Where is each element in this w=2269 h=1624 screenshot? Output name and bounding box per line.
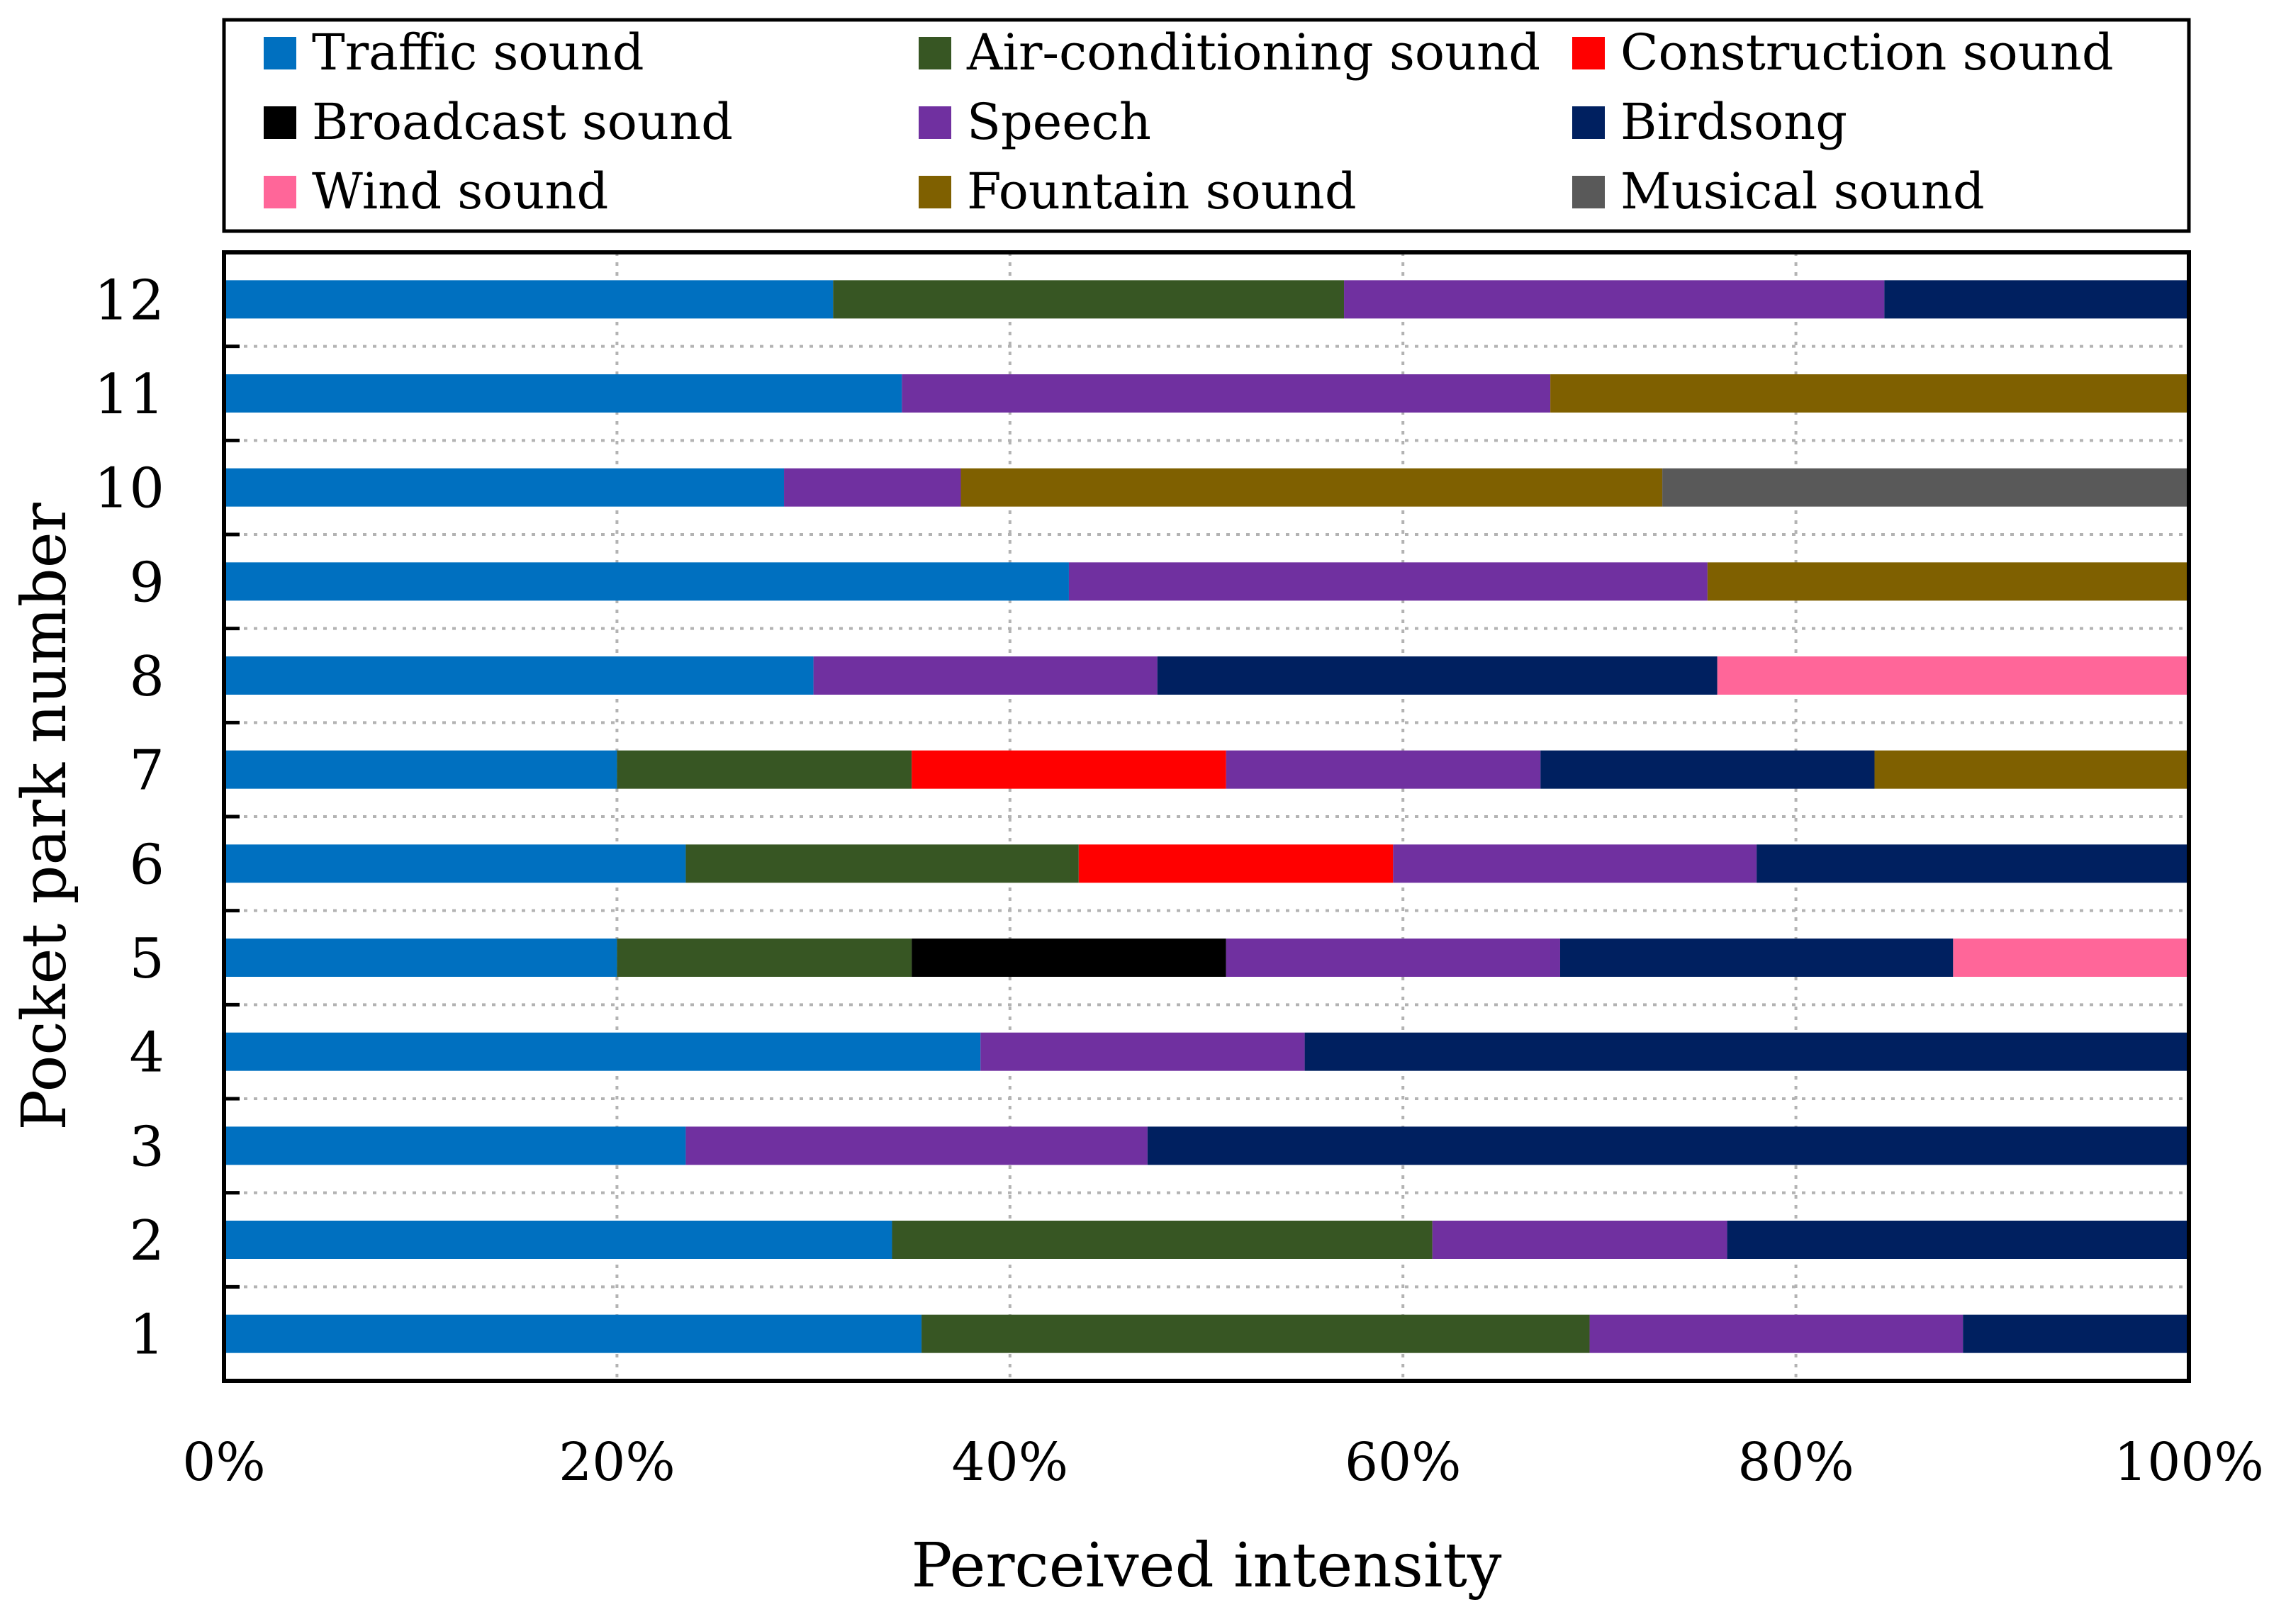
bar-segment-park-10-fountain-sound (960, 468, 1663, 507)
bar-segment-park-3-traffic-sound (224, 1126, 686, 1165)
bar-segment-park-4-traffic-sound (224, 1032, 981, 1071)
legend: Traffic sound Air-conditioning sound Const… (264, 23, 2114, 220)
bar-segment-park-2-traffic-sound (224, 1221, 892, 1259)
y-tick-label: 3 (129, 1115, 164, 1179)
bar-segment-park-6-air-conditioning-sound (685, 844, 1079, 883)
bar-segment-park-7-speech (1226, 750, 1541, 789)
bar-segment-park-6-traffic-sound (224, 844, 686, 883)
x-axis-tick-labels: 0% 20% 40% 60% 80% 100% (182, 1432, 2263, 1493)
bar-segment-park-7-construction-sound (912, 750, 1226, 789)
y-tick-label: 8 (129, 645, 164, 709)
legend-swatch (264, 106, 296, 139)
x-tick-label: 0% (182, 1432, 265, 1493)
bar-segment-park-10-speech (784, 468, 961, 507)
y-tick-label: 12 (94, 269, 164, 332)
legend-label: Speech (967, 93, 1151, 151)
y-tick-label: 5 (129, 927, 164, 991)
bar-segment-park-12-traffic-sound (224, 280, 834, 319)
bar-segment-park-8-traffic-sound (224, 656, 814, 695)
bar-segment-park-5-air-conditioning-sound (617, 939, 912, 977)
bar-segment-park-6-speech (1393, 844, 1757, 883)
bar-segment-park-5-speech (1226, 939, 1560, 977)
legend-swatch (919, 37, 951, 69)
grid-lines (224, 252, 2189, 1381)
y-tick-label: 7 (129, 739, 164, 803)
legend-label: Wind sound (312, 162, 608, 220)
legend-label: Musical sound (1620, 162, 1985, 220)
bar-segment-park-8-wind-sound (1717, 656, 2189, 695)
legend-swatch (919, 106, 951, 139)
legend-label: Broadcast sound (312, 93, 733, 151)
bar-segment-park-11-fountain-sound (1550, 374, 2189, 413)
bar-segment-park-10-traffic-sound (224, 468, 785, 507)
bar-segment-park-1-birdsong (1963, 1314, 2189, 1353)
bar-segment-park-11-traffic-sound (224, 374, 902, 413)
y-tick-label: 2 (129, 1209, 164, 1273)
legend-label: Air-conditioning sound (966, 23, 1540, 82)
x-tick-label: 80% (1737, 1432, 1854, 1493)
bar-segment-park-1-speech (1589, 1314, 1963, 1353)
bar-segment-park-12-air-conditioning-sound (833, 280, 1345, 319)
legend-swatch (1572, 176, 1605, 208)
bar-segment-park-7-fountain-sound (1874, 750, 2189, 789)
legend-label: Fountain sound (967, 162, 1357, 220)
y-tick-label: 6 (129, 833, 164, 897)
legend-swatch (264, 176, 296, 208)
bar-segment-park-9-speech (1068, 562, 1708, 601)
x-tick-label: 100% (2114, 1432, 2264, 1493)
legend-label: Construction sound (1620, 23, 2114, 82)
bar-segment-park-5-traffic-sound (224, 939, 617, 977)
bar-segment-park-11-speech (902, 374, 1551, 413)
y-tick-label: 1 (129, 1304, 164, 1367)
y-tick-label: 10 (94, 457, 164, 521)
bar-segment-park-5-broadcast-sound (912, 939, 1226, 977)
legend-swatch (264, 37, 296, 69)
bar-segment-park-9-fountain-sound (1707, 562, 2189, 601)
legend-swatch (1572, 106, 1605, 139)
bar-segment-park-3-speech (685, 1126, 1148, 1165)
bars (224, 280, 2189, 1353)
bar-segment-park-8-birdsong (1157, 656, 1718, 695)
x-tick-label: 60% (1345, 1432, 1461, 1493)
bar-segment-park-10-musical-sound (1662, 468, 2189, 507)
bar-segment-park-7-air-conditioning-sound (617, 750, 912, 789)
bar-segment-park-6-birdsong (1757, 844, 2189, 883)
bar-segment-park-7-traffic-sound (224, 750, 617, 789)
bar-segment-park-12-speech (1344, 280, 1885, 319)
plot-frame (222, 250, 2191, 1383)
bar-segment-park-7-birdsong (1540, 750, 1875, 789)
y-tick-label: 9 (129, 551, 164, 615)
bar-segment-park-4-speech (980, 1032, 1305, 1071)
bar-segment-park-3-birdsong (1147, 1126, 2189, 1165)
legend-label: Traffic sound (312, 23, 644, 82)
legend-swatch (919, 176, 951, 208)
bar-segment-park-2-speech (1432, 1221, 1727, 1259)
bar-segment-park-9-traffic-sound (224, 562, 1069, 601)
bar-segment-park-5-wind-sound (1953, 939, 2189, 977)
x-tick-label: 20% (559, 1432, 675, 1493)
x-axis-title: Perceived intensity (912, 1530, 1502, 1601)
bar-segment-park-6-construction-sound (1078, 844, 1394, 883)
legend-label: Birdsong (1620, 93, 1847, 151)
y-tick-label: 4 (129, 1021, 164, 1085)
legend-box (222, 18, 2191, 233)
bar-segment-park-1-air-conditioning-sound (921, 1314, 1590, 1353)
bar-segment-park-1-traffic-sound (224, 1314, 922, 1353)
bar-segment-park-2-air-conditioning-sound (892, 1221, 1433, 1259)
legend-swatch (1572, 37, 1605, 69)
y-tick-label: 11 (94, 363, 164, 427)
bar-segment-park-12-birdsong (1884, 280, 2189, 319)
x-tick-label: 40% (952, 1432, 1068, 1493)
bar-segment-park-8-speech (813, 656, 1158, 695)
bar-segment-park-4-birdsong (1304, 1032, 2189, 1071)
bar-segment-park-5-birdsong (1559, 939, 1954, 977)
y-axis-title: Pocket park number (9, 502, 80, 1130)
y-axis-ticks (224, 345, 240, 1289)
bar-segment-park-2-birdsong (1727, 1221, 2189, 1259)
